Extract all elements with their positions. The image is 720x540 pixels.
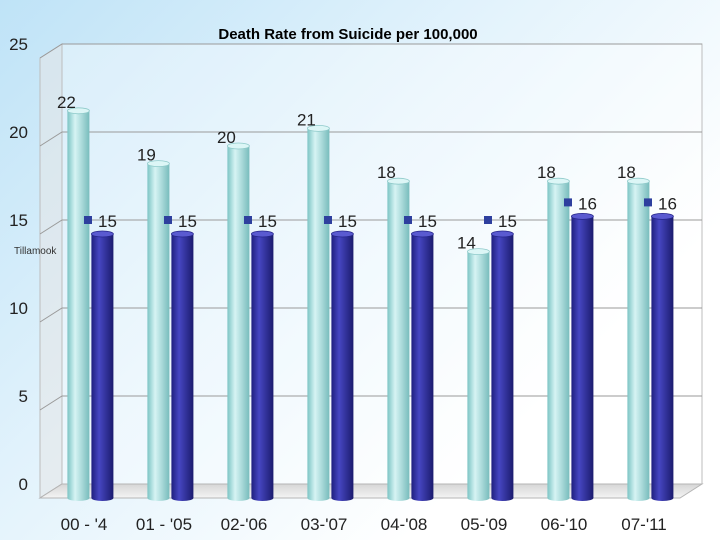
marker-label: 16 (658, 194, 677, 213)
data-labels: 22 15 19 15 20 15 21 15 18 15 14 15 18 16 18 16 (57, 93, 677, 253)
marker-label: 15 (498, 212, 517, 231)
side-wall (39, 43, 63, 499)
marker-label: 15 (258, 212, 277, 231)
bar-navy (651, 212, 674, 501)
data-label: 20 (217, 128, 236, 147)
y-tick-label: 20 (9, 123, 28, 142)
plot-background (39, 43, 703, 499)
bar-navy (330, 230, 354, 501)
x-tick-label: 02-'06 (221, 515, 268, 534)
y-tick-label: 15 (9, 211, 28, 230)
y-tick-label: 25 (9, 35, 28, 54)
bar-navy (170, 230, 194, 501)
y-tick-label: 0 (19, 475, 28, 494)
y-tick-label: 5 (19, 387, 28, 406)
plot-floor (38, 483, 704, 499)
bar-cyan (547, 177, 570, 501)
data-label: 18 (537, 163, 556, 182)
bars (67, 107, 674, 501)
x-tick-label: 00 - '4 (61, 515, 108, 534)
gridline (39, 43, 702, 59)
bar-cyan (306, 124, 330, 501)
data-label: 14 (457, 234, 476, 253)
marker (84, 216, 92, 224)
y-axis-ticks: 0 5 10 15 20 25 (9, 35, 28, 494)
bar-navy (490, 230, 514, 501)
x-tick-label: 05-'09 (461, 515, 508, 534)
marker-label: 15 (418, 212, 437, 231)
marker (564, 198, 572, 207)
marker (644, 198, 652, 207)
data-label: 18 (617, 163, 636, 182)
marker-label: 15 (338, 212, 357, 231)
x-tick-label: 03-'07 (301, 515, 348, 534)
data-label: 22 (57, 93, 76, 112)
marker-label: 15 (178, 212, 197, 231)
data-label: 21 (297, 110, 316, 129)
marker (484, 216, 492, 224)
marker (324, 216, 332, 224)
marker-label: 16 (578, 194, 597, 213)
y-tick-label: 10 (9, 299, 28, 318)
data-label: 18 (377, 163, 396, 182)
bar-cyan (67, 107, 90, 501)
x-tick-label: 04-'08 (381, 515, 428, 534)
x-tick-label: 06-'10 (541, 515, 588, 534)
x-tick-label: 07-'11 (621, 515, 666, 534)
marker (244, 216, 252, 224)
bar-navy (571, 212, 594, 501)
gridline (39, 131, 702, 147)
marker-label: 15 (98, 212, 117, 231)
floor (38, 483, 704, 499)
x-tick-label: 01 - '05 (136, 515, 192, 534)
bar-cyan (466, 248, 490, 501)
tillamook-annotation: Tillamook (14, 246, 57, 257)
marker (164, 216, 172, 224)
bar-navy (250, 230, 274, 501)
bar-cyan (627, 177, 650, 501)
bar-cyan (146, 160, 170, 501)
chart-title: Death Rate from Suicide per 100,000 (218, 26, 477, 43)
bar-cyan (386, 177, 410, 501)
bar-cyan (226, 142, 250, 501)
data-label: 19 (137, 146, 156, 165)
markers (84, 198, 652, 224)
bar-navy (410, 230, 434, 501)
bar-navy (91, 230, 114, 501)
x-axis-ticks: 00 - '4 01 - '05 02-'06 03-'07 04-'08 05-'09 0… (61, 515, 667, 534)
marker (404, 216, 412, 224)
